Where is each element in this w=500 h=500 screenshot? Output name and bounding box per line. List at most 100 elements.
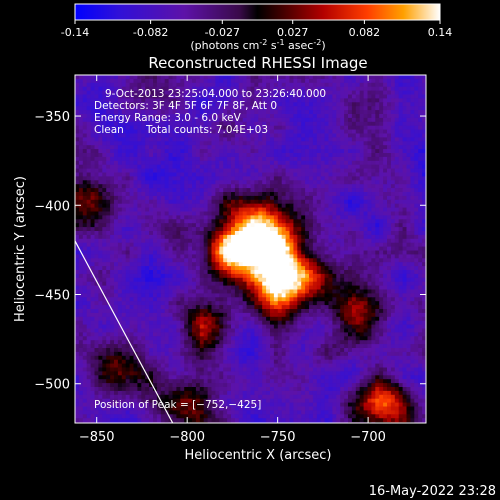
heatmap-cell bbox=[363, 78, 368, 84]
heatmap-cell bbox=[78, 75, 84, 80]
heatmap-cell bbox=[141, 78, 146, 84]
heatmap-cell bbox=[195, 82, 201, 88]
heatmap-cell bbox=[340, 211, 345, 216]
heatmap-cell bbox=[75, 90, 80, 95]
heatmap-cell bbox=[231, 145, 236, 150]
heatmap-cell bbox=[98, 106, 103, 111]
heatmap-cell bbox=[207, 266, 212, 271]
heatmap-cell bbox=[78, 203, 84, 208]
heatmap-cell bbox=[270, 203, 275, 208]
heatmap-cell bbox=[285, 117, 290, 123]
heatmap-cell bbox=[117, 82, 123, 88]
heatmap-cell bbox=[309, 238, 314, 244]
heatmap-cell bbox=[414, 75, 419, 80]
heatmap-cell bbox=[86, 168, 91, 173]
heatmap-cell bbox=[246, 281, 251, 286]
heatmap-cell bbox=[340, 176, 345, 181]
heatmap-cell bbox=[375, 90, 380, 95]
heatmap-cell bbox=[75, 160, 80, 166]
heatmap-cell bbox=[149, 192, 154, 197]
heatmap-cell bbox=[270, 262, 275, 267]
heatmap-cell bbox=[246, 246, 251, 251]
heatmap-cell bbox=[281, 180, 286, 185]
heatmap-cell bbox=[199, 285, 205, 290]
heatmap-cell bbox=[281, 160, 286, 166]
heatmap-cell bbox=[414, 250, 419, 255]
heatmap-cell bbox=[106, 273, 111, 279]
heatmap-cell bbox=[348, 192, 353, 197]
heatmap-cell bbox=[402, 176, 407, 181]
heatmap-cell bbox=[422, 137, 426, 142]
heatmap-cell bbox=[121, 133, 127, 138]
heatmap-cell bbox=[348, 203, 353, 208]
heatmap-cell bbox=[250, 266, 255, 271]
heatmap-cell bbox=[227, 78, 232, 84]
heatmap-cell bbox=[281, 215, 286, 220]
heatmap-cell bbox=[117, 125, 123, 130]
heatmap-cell bbox=[110, 258, 115, 263]
heatmap-cell bbox=[273, 281, 279, 286]
heatmap-cell bbox=[359, 277, 364, 283]
heatmap-cell bbox=[351, 277, 357, 283]
heatmap-cell bbox=[406, 285, 411, 290]
heatmap-cell bbox=[125, 102, 130, 107]
heatmap-cell bbox=[348, 133, 353, 138]
heatmap-cell bbox=[164, 207, 169, 212]
heatmap-cell bbox=[305, 180, 310, 185]
heatmap-cell bbox=[117, 285, 123, 290]
heatmap-cell bbox=[199, 98, 205, 103]
heatmap-cell bbox=[102, 242, 107, 247]
heatmap-cell bbox=[102, 176, 107, 181]
heatmap-cell bbox=[402, 281, 407, 286]
heatmap-cell bbox=[340, 262, 345, 267]
heatmap-cell bbox=[320, 145, 325, 150]
heatmap-cell bbox=[153, 211, 158, 216]
heatmap-cell bbox=[86, 277, 91, 283]
heatmap-cell bbox=[414, 98, 419, 103]
heatmap-cell bbox=[238, 98, 244, 103]
heatmap-cell bbox=[406, 133, 411, 138]
heatmap-cell bbox=[188, 285, 193, 290]
heatmap-cell bbox=[145, 242, 150, 247]
heatmap-cell bbox=[383, 246, 388, 251]
heatmap-cell bbox=[371, 219, 376, 224]
heatmap-cell bbox=[422, 195, 426, 201]
heatmap-cell bbox=[316, 203, 322, 208]
heatmap-cell bbox=[219, 82, 224, 88]
heatmap-cell bbox=[418, 106, 423, 111]
heatmap-cell bbox=[211, 238, 216, 244]
heatmap-cell bbox=[332, 98, 337, 103]
heatmap-cell bbox=[172, 270, 177, 275]
heatmap-cell bbox=[238, 129, 244, 134]
heatmap-cell bbox=[223, 188, 228, 193]
heatmap-cell bbox=[273, 75, 279, 80]
heatmap-cell bbox=[211, 82, 216, 88]
heatmap-cell bbox=[250, 78, 255, 84]
heatmap-cell bbox=[394, 219, 400, 224]
heatmap-cell bbox=[180, 156, 185, 162]
heatmap-cell bbox=[211, 125, 216, 130]
heatmap-cell bbox=[262, 137, 267, 142]
heatmap-cell bbox=[90, 266, 95, 271]
heatmap-cell bbox=[75, 195, 80, 201]
heatmap-cell bbox=[141, 254, 146, 259]
heatmap-cell bbox=[98, 75, 103, 80]
heatmap-cell bbox=[231, 114, 236, 119]
heatmap-cell bbox=[355, 160, 361, 166]
heatmap-cell bbox=[266, 90, 271, 95]
heatmap-cell bbox=[410, 219, 415, 224]
heatmap-cell bbox=[203, 184, 208, 189]
heatmap-cell bbox=[254, 82, 259, 88]
heatmap-cell bbox=[180, 211, 185, 216]
heatmap-cell bbox=[153, 78, 158, 84]
heatmap-cell bbox=[75, 125, 80, 130]
heatmap-cell bbox=[301, 180, 306, 185]
heatmap-cell bbox=[137, 180, 142, 185]
heatmap-cell bbox=[125, 149, 130, 154]
heatmap-cell bbox=[320, 180, 325, 185]
heatmap-cell bbox=[398, 153, 403, 158]
heatmap-cell bbox=[406, 145, 411, 150]
heatmap-cell bbox=[340, 281, 345, 286]
heatmap-cell bbox=[410, 227, 415, 232]
heatmap-cell bbox=[219, 211, 224, 216]
